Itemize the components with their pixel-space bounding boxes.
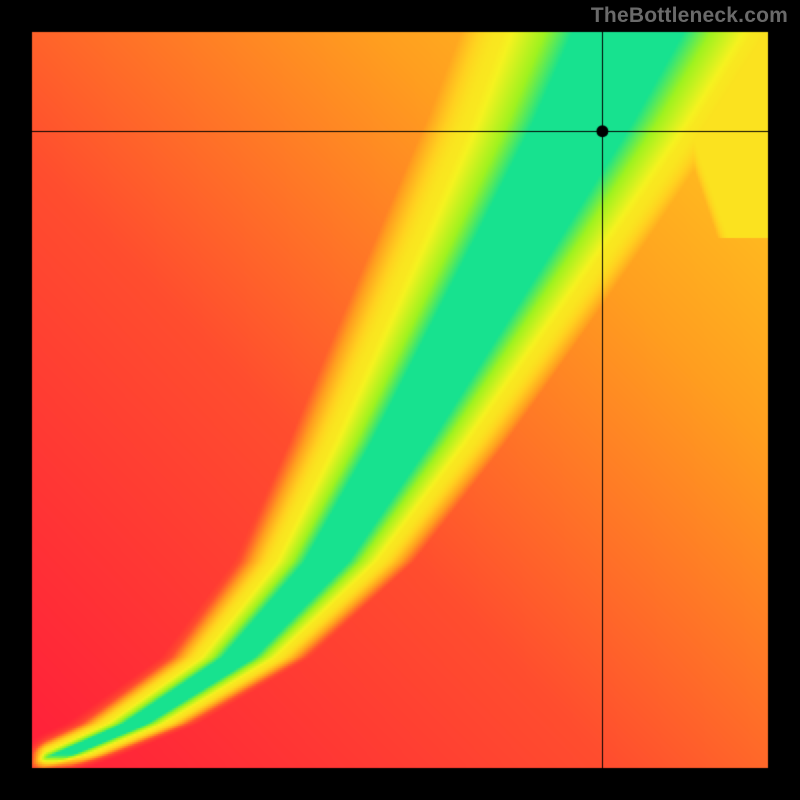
bottleneck-heatmap (0, 0, 800, 800)
watermark-text: TheBottleneck.com (591, 4, 788, 28)
